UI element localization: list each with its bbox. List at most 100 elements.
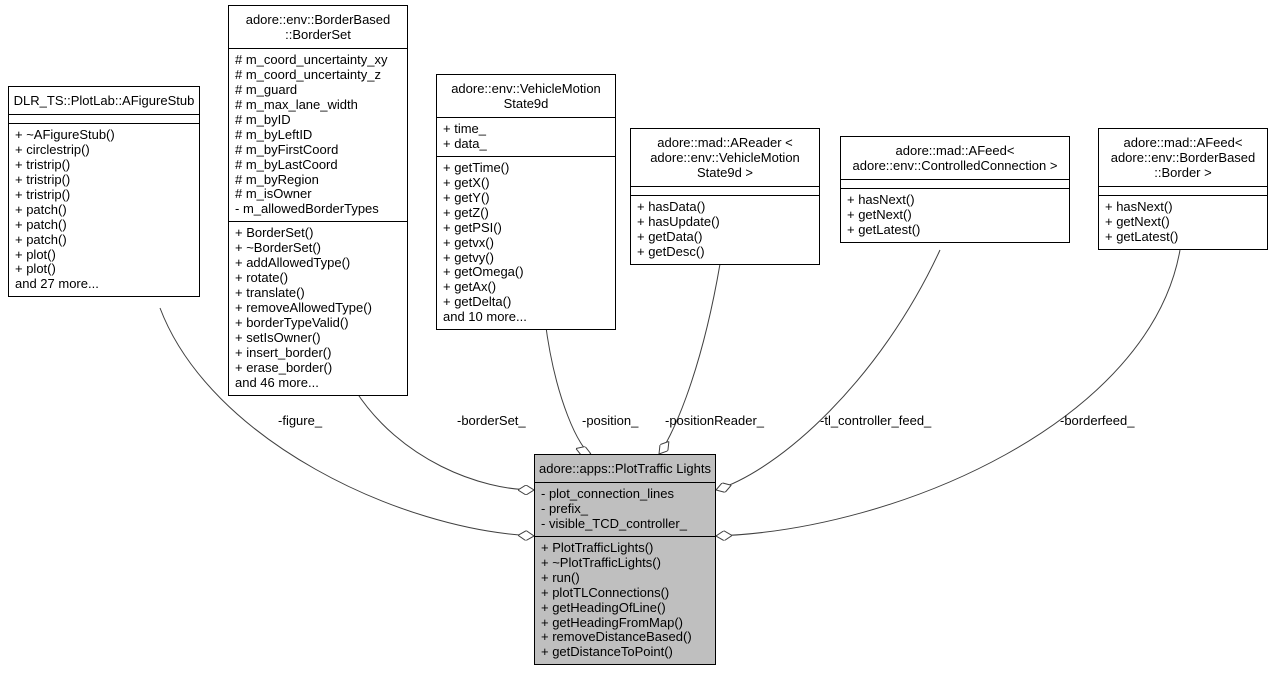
- edge-label-tlcontroller: -tl_controller_feed_: [820, 413, 931, 428]
- method-line: + insert_border(): [235, 346, 401, 361]
- method-line: + getTime(): [443, 161, 609, 176]
- attr-line: - m_allowedBorderTypes: [235, 202, 401, 217]
- class-methods: + hasNext() + getNext() + getLatest(): [1099, 196, 1267, 249]
- attr-line: # m_byID: [235, 113, 401, 128]
- attr-line: # m_byLastCoord: [235, 158, 401, 173]
- class-title: adore::mad::AFeed< adore::env::Controlle…: [841, 137, 1069, 180]
- method-line: + setIsOwner(): [235, 331, 401, 346]
- attr-line: # m_byRegion: [235, 173, 401, 188]
- attr-line: # m_byFirstCoord: [235, 143, 401, 158]
- method-line: + removeDistanceBased(): [541, 630, 709, 645]
- attr-line: - visible_TCD_controller_: [541, 517, 709, 532]
- class-vehiclemotionstate9d: adore::env::VehicleMotion State9d + time…: [436, 74, 616, 330]
- class-title: adore::env::VehicleMotion State9d: [437, 75, 615, 118]
- method-line: + plotTLConnections(): [541, 586, 709, 601]
- method-line: + ~BorderSet(): [235, 241, 401, 256]
- method-line: + getAx(): [443, 280, 609, 295]
- attr-line: + data_: [443, 137, 609, 152]
- class-title: adore::mad::AFeed< adore::env::BorderBas…: [1099, 129, 1267, 187]
- edge-label-borderset: -borderSet_: [457, 413, 526, 428]
- method-line: + getDelta(): [443, 295, 609, 310]
- attr-line: - plot_connection_lines: [541, 487, 709, 502]
- class-afeed-border: adore::mad::AFeed< adore::env::BorderBas…: [1098, 128, 1268, 250]
- attr-line: # m_guard: [235, 83, 401, 98]
- class-methods: + hasData() + hasUpdate() + getData() + …: [631, 196, 819, 264]
- method-line: + getDistanceToPoint(): [541, 645, 709, 660]
- method-line: + ~AFigureStub(): [15, 128, 193, 143]
- attr-line: # m_max_lane_width: [235, 98, 401, 113]
- edge-label-figure: -figure_: [278, 413, 322, 428]
- class-methods: + getTime() + getX() + getY() + getZ() +…: [437, 157, 615, 329]
- edge-label-borderfeed: -borderfeed_: [1060, 413, 1134, 428]
- method-line: + PlotTrafficLights(): [541, 541, 709, 556]
- edge-label-position: -position_: [582, 413, 638, 428]
- method-line: + getvy(): [443, 251, 609, 266]
- method-line: + BorderSet(): [235, 226, 401, 241]
- attr-line: + time_: [443, 122, 609, 137]
- class-empty-section: [1099, 187, 1267, 196]
- method-line: and 46 more...: [235, 376, 401, 391]
- class-title: adore::apps::PlotTraffic Lights: [535, 455, 715, 483]
- method-line: + run(): [541, 571, 709, 586]
- method-line: + ~PlotTrafficLights(): [541, 556, 709, 571]
- attr-line: # m_byLeftID: [235, 128, 401, 143]
- class-title: adore::env::BorderBased ::BorderSet: [229, 6, 407, 49]
- method-line: + hasUpdate(): [637, 215, 813, 230]
- method-line: + getZ(): [443, 206, 609, 221]
- method-line: + hasData(): [637, 200, 813, 215]
- method-line: + getY(): [443, 191, 609, 206]
- class-plottrafficlights: adore::apps::PlotTraffic Lights - plot_c…: [534, 454, 716, 665]
- method-line: + patch(): [15, 233, 193, 248]
- method-line: + erase_border(): [235, 361, 401, 376]
- method-line: + tristrip(): [15, 173, 193, 188]
- method-line: + hasNext(): [1105, 200, 1261, 215]
- method-line: + getNext(): [847, 208, 1063, 223]
- method-line: + tristrip(): [15, 158, 193, 173]
- method-line: + getPSI(): [443, 221, 609, 236]
- method-line: + circlestrip(): [15, 143, 193, 158]
- attr-line: - prefix_: [541, 502, 709, 517]
- method-line: + getNext(): [1105, 215, 1261, 230]
- edge-label-positionreader: -positionReader_: [665, 413, 764, 428]
- method-line: + getDesc(): [637, 245, 813, 260]
- method-line: + borderTypeValid(): [235, 316, 401, 331]
- class-methods: + PlotTrafficLights() + ~PlotTrafficLigh…: [535, 537, 715, 665]
- class-methods: + ~AFigureStub() + circlestrip() + trist…: [9, 124, 199, 296]
- method-line: and 27 more...: [15, 277, 193, 292]
- class-methods: + BorderSet() + ~BorderSet() + addAllowe…: [229, 222, 407, 394]
- method-line: + getOmega(): [443, 265, 609, 280]
- class-areader: adore::mad::AReader < adore::env::Vehicl…: [630, 128, 820, 265]
- method-line: + getLatest(): [847, 223, 1063, 238]
- method-line: + translate(): [235, 286, 401, 301]
- class-methods: + hasNext() + getNext() + getLatest(): [841, 189, 1069, 242]
- method-line: + getHeadingOfLine(): [541, 601, 709, 616]
- method-line: + rotate(): [235, 271, 401, 286]
- method-line: + patch(): [15, 203, 193, 218]
- method-line: + getLatest(): [1105, 230, 1261, 245]
- attr-line: # m_isOwner: [235, 187, 401, 202]
- method-line: + getHeadingFromMap(): [541, 616, 709, 631]
- class-borderset: adore::env::BorderBased ::BorderSet # m_…: [228, 5, 408, 396]
- method-line: + removeAllowedType(): [235, 301, 401, 316]
- class-empty-section: [9, 115, 199, 124]
- class-attrs: + time_ + data_: [437, 118, 615, 157]
- method-line: + getvx(): [443, 236, 609, 251]
- method-line: + patch(): [15, 218, 193, 233]
- class-attrs: - plot_connection_lines - prefix_ - visi…: [535, 483, 715, 537]
- class-title: DLR_TS::PlotLab::AFigureStub: [9, 87, 199, 115]
- class-empty-section: [841, 180, 1069, 189]
- attr-line: # m_coord_uncertainty_z: [235, 68, 401, 83]
- method-line: + hasNext(): [847, 193, 1063, 208]
- method-line: + plot(): [15, 248, 193, 263]
- method-line: + addAllowedType(): [235, 256, 401, 271]
- class-afeed-controlled: adore::mad::AFeed< adore::env::Controlle…: [840, 136, 1070, 243]
- method-line: + getX(): [443, 176, 609, 191]
- method-line: + tristrip(): [15, 188, 193, 203]
- attr-line: # m_coord_uncertainty_xy: [235, 53, 401, 68]
- class-title: adore::mad::AReader < adore::env::Vehicl…: [631, 129, 819, 187]
- method-line: and 10 more...: [443, 310, 609, 325]
- method-line: + getData(): [637, 230, 813, 245]
- class-afigurestub: DLR_TS::PlotLab::AFigureStub + ~AFigureS…: [8, 86, 200, 297]
- method-line: + plot(): [15, 262, 193, 277]
- class-attrs: # m_coord_uncertainty_xy # m_coord_uncer…: [229, 49, 407, 222]
